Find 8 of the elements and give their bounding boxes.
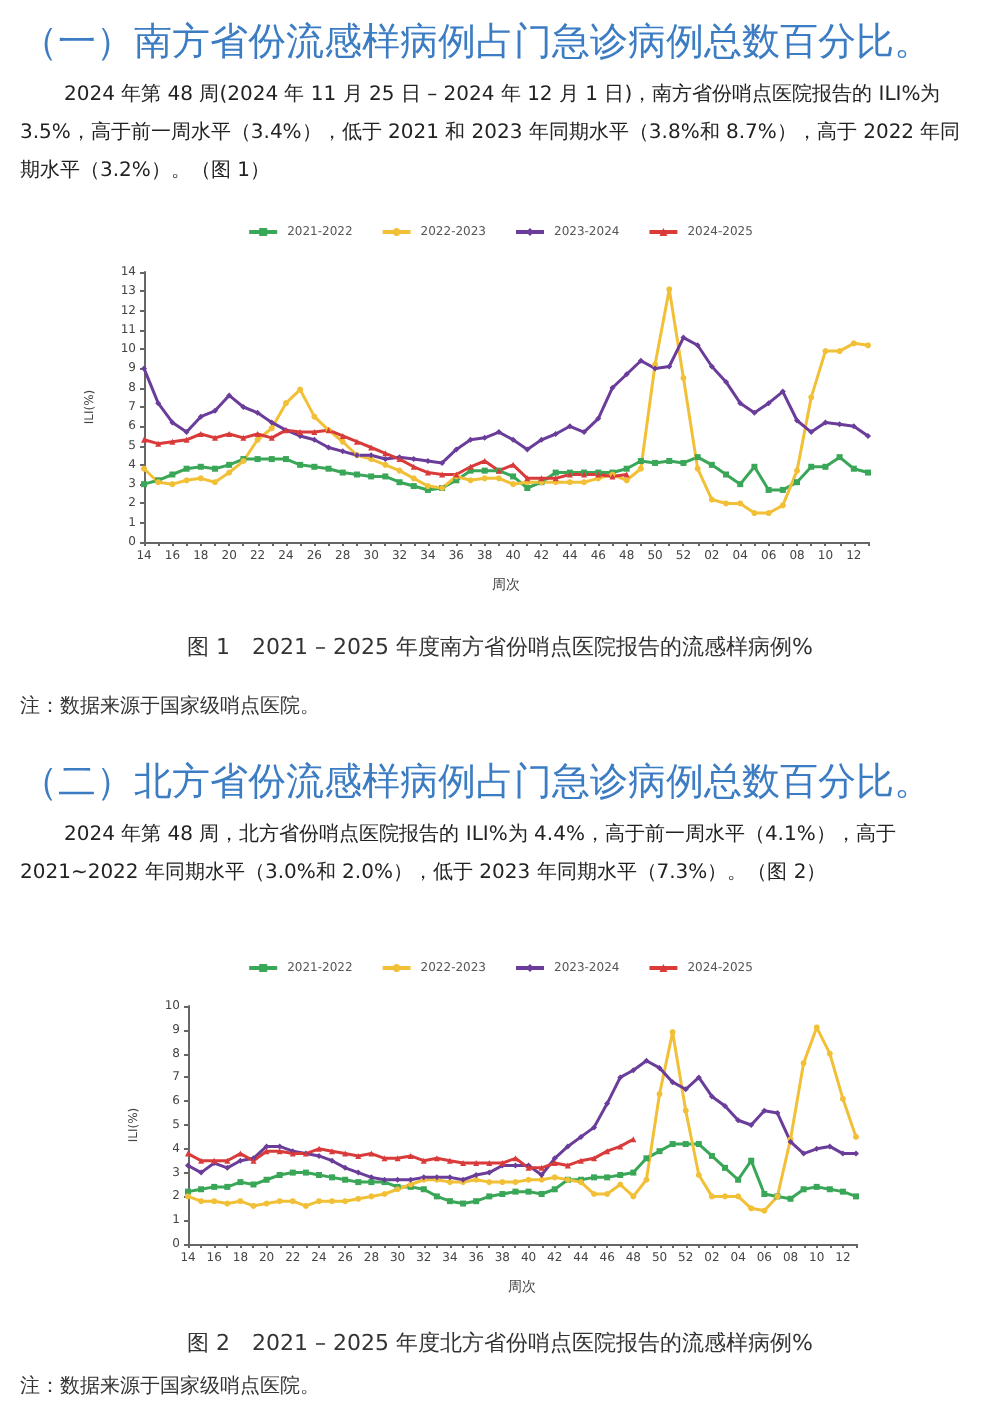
caption: 图 1 2021 – 2025 年度南方省份哨点医院报告的流感样病例%: [185, 632, 815, 662]
chart-title: （一）南方省份流感样病例占门急诊病例总数百分比。: [20, 18, 932, 68]
text: 注：数据来源于国家级哨点医院。: [20, 693, 320, 720]
chart-subtitle: 2024 年第 48 周(2024 年 11 月 25 日 – 2024 年 12 月 1 日)，南方省份哨点医院报告的 ILI%为 3.5%，高于前一周水平（3.4%），低于 2021 和 2023 年同期水平（3.8%和 8.7%），高于 2022 年同期水平（3.2%）。（图 1）: [20, 81, 963, 186]
text: 注：数据来源于国家级哨点医院。: [20, 1373, 320, 1400]
chart-title: （二）北方省份流感样病例占门急诊病例总数百分比。: [20, 758, 932, 808]
caption: 图 2 2021 – 2025 年度北方省份哨点医院报告的流感样病例%: [185, 1328, 815, 1358]
chart-subtitle: 2024 年第 48 周，北方省份哨点医院报告的 ILI%为 4.4%，高于前一周水平（4.1%），高于 2021~2022 年同期水平（3.0%和 2.0%），低于 2023 年同期水平（7.3%）。（图 2）: [20, 821, 898, 888]
